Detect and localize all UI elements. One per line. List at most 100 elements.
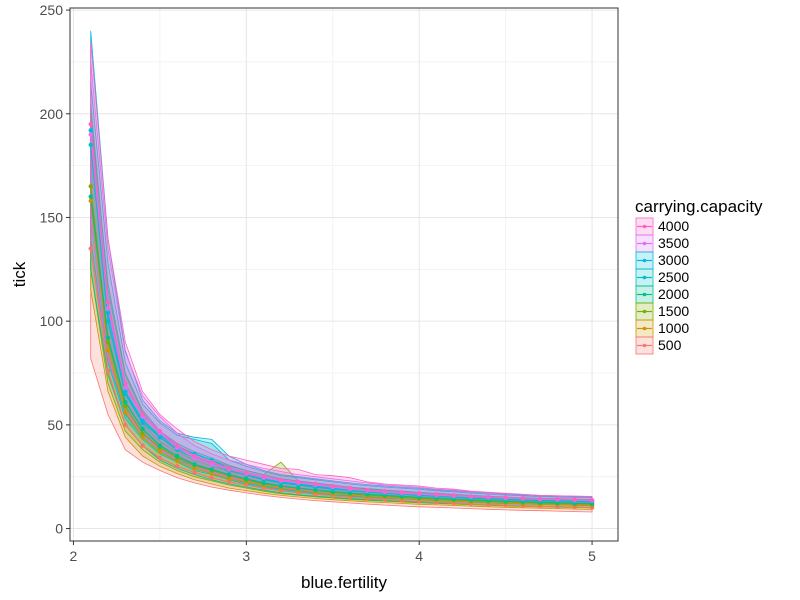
point-2500	[88, 142, 93, 148]
point-4000	[244, 470, 249, 475]
legend-label-1500: 1500	[658, 303, 689, 319]
major-gridlines	[70, 8, 618, 541]
x-tick-label: 4	[415, 548, 423, 564]
point-3500	[88, 132, 93, 137]
x-axis-title: blue.fertility	[301, 573, 387, 592]
point-2000	[261, 480, 266, 486]
legend-key-point	[642, 258, 647, 263]
line-1000	[90, 200, 593, 507]
point-4000	[382, 489, 387, 494]
series-points	[88, 121, 595, 510]
y-tick-label: 50	[47, 417, 63, 433]
legend-key-point	[642, 241, 647, 246]
y-tick-label: 150	[40, 209, 64, 225]
legend-label-2500: 2500	[658, 269, 689, 285]
y-tick-label: 0	[55, 521, 63, 537]
point-1500	[123, 403, 128, 409]
point-3000	[105, 310, 111, 316]
point-2000	[209, 467, 214, 472]
legend-item-1000: 1000	[635, 319, 689, 338]
point-1500	[140, 430, 145, 436]
point-1500	[88, 184, 93, 189]
point-4000	[226, 466, 232, 471]
point-500	[105, 368, 111, 374]
x-axis: 2 3 4 5	[70, 541, 596, 564]
point-4000	[486, 494, 491, 500]
point-4000	[451, 493, 456, 498]
point-4000	[209, 459, 214, 465]
point-4000	[313, 481, 318, 487]
point-1000	[209, 471, 214, 476]
point-1500	[105, 339, 111, 345]
point-2000	[88, 194, 93, 199]
point-4000	[572, 497, 577, 502]
point-1000	[105, 347, 111, 353]
point-2000	[244, 476, 249, 481]
point-4000	[538, 496, 543, 502]
y-axis: 0 50 100 150 200 250	[40, 2, 70, 537]
point-4000	[140, 412, 145, 417]
point-2000	[105, 335, 111, 340]
point-2000	[295, 485, 301, 491]
point-2000	[174, 453, 180, 459]
line-4000	[90, 124, 593, 501]
legend-key-point	[642, 224, 647, 229]
legend-item-3000: 3000	[635, 251, 689, 270]
point-2000	[140, 426, 145, 432]
point-500	[244, 482, 249, 488]
legend-key-point	[642, 326, 647, 331]
legend-key-point	[642, 275, 647, 280]
legend-item-2000: 2000	[635, 285, 689, 304]
legend-label-2000: 2000	[658, 286, 689, 302]
point-3500	[123, 385, 128, 390]
legend-item-2500: 2500	[635, 268, 689, 287]
y-tick-label: 250	[40, 2, 64, 18]
point-3000	[123, 389, 128, 394]
point-4000	[503, 495, 508, 500]
minor-gridlines	[70, 8, 618, 541]
legend-key-point	[642, 309, 647, 314]
point-4000	[416, 491, 422, 496]
point-1000	[140, 435, 145, 440]
legend-title: carrying.capacity	[635, 197, 763, 216]
plot-panel-border	[69, 7, 619, 542]
point-4000	[278, 477, 284, 483]
point-500	[88, 246, 93, 251]
point-1000	[192, 466, 197, 471]
legend-item-3500: 3500	[635, 234, 689, 253]
legend-label-1000: 1000	[658, 320, 689, 336]
point-4000	[105, 300, 111, 305]
point-2000	[226, 472, 232, 477]
point-4000	[589, 497, 595, 503]
point-1000	[123, 410, 128, 415]
point-2000	[278, 483, 284, 489]
legend-key-point	[642, 292, 647, 297]
point-4000	[365, 487, 370, 493]
point-2500	[105, 318, 111, 324]
legend-item-1500: 1500	[635, 302, 689, 321]
point-4000	[520, 496, 526, 501]
line-2500	[90, 144, 593, 503]
line-500	[90, 248, 593, 509]
legend-item-4000: 4000	[635, 217, 689, 236]
point-1000	[226, 476, 232, 481]
point-4000	[123, 381, 128, 386]
point-500	[140, 443, 145, 448]
legend-label-3500: 3500	[658, 235, 689, 251]
legend-label-4000: 4000	[658, 218, 689, 234]
point-2000	[123, 399, 128, 405]
point-500	[174, 464, 180, 469]
point-2000	[157, 443, 163, 448]
series-lines	[90, 124, 593, 509]
point-3500	[105, 306, 111, 311]
point-4000	[468, 494, 474, 499]
point-500	[123, 422, 128, 428]
legend-label-500: 500	[658, 337, 682, 353]
point-500	[157, 455, 163, 461]
point-4000	[555, 497, 560, 502]
point-2000	[192, 462, 197, 467]
point-1000	[88, 198, 93, 204]
legend-key-point	[642, 343, 647, 348]
legend-label-3000: 3000	[658, 252, 689, 268]
